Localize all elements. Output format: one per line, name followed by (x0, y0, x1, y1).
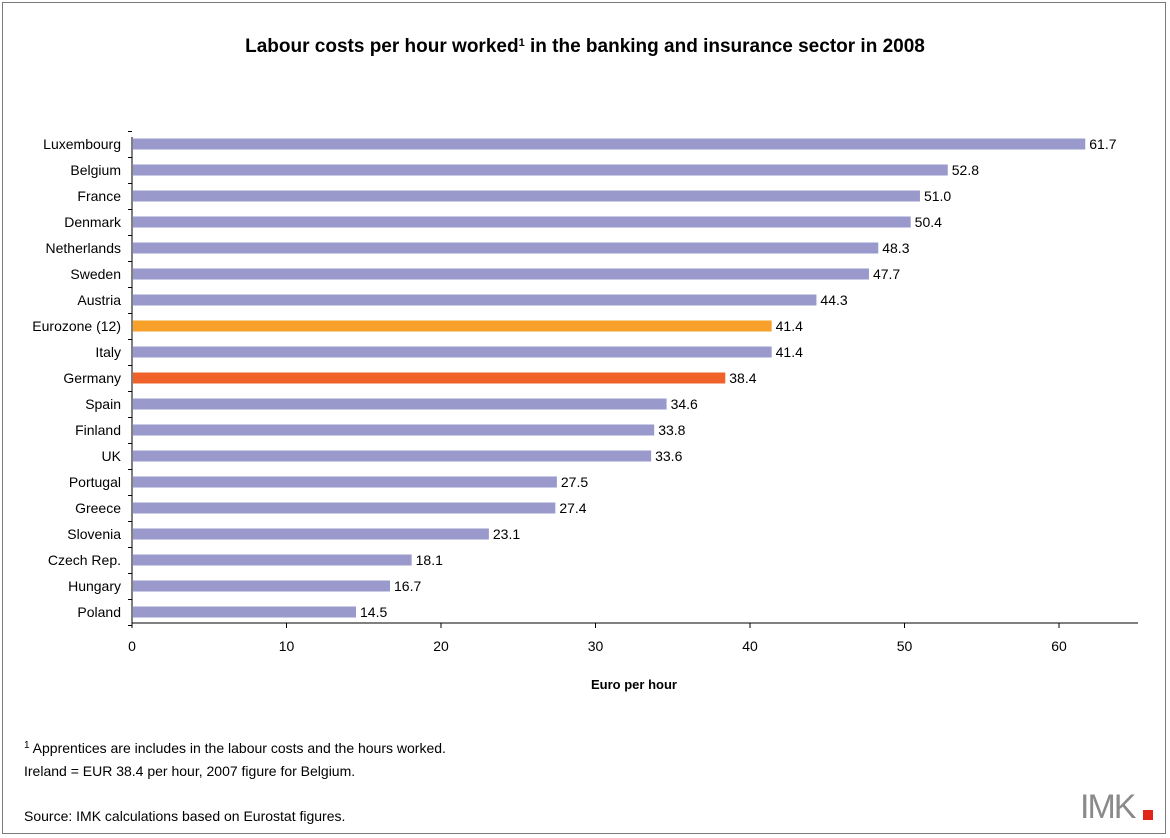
value-label: 41.4 (776, 344, 803, 360)
bar (133, 502, 556, 514)
x-tick-labels: 0 10 20 30 40 50 60 (128, 638, 1067, 654)
bar (133, 372, 726, 384)
bar (133, 606, 357, 618)
bar (133, 268, 869, 280)
category-label: Netherlands (46, 240, 122, 256)
value-label: 61.7 (1089, 136, 1116, 152)
value-label: 16.7 (394, 578, 421, 594)
footnote-1: 1 Apprentices are includes in the labour… (24, 740, 446, 756)
chart-title: Labour costs per hour worked1 in the ban… (0, 36, 1170, 58)
value-label: 38.4 (729, 370, 756, 386)
bar (133, 190, 920, 202)
bar (133, 580, 391, 592)
category-label: Austria (77, 292, 121, 308)
x-tick-label: 20 (433, 638, 449, 654)
category-label: Germany (63, 370, 121, 386)
bar (133, 216, 911, 228)
bar (133, 320, 772, 332)
bar (133, 164, 948, 176)
bar (133, 450, 652, 462)
imk-logo-accent (1143, 810, 1153, 820)
category-label: Eurozone (12) (32, 318, 121, 334)
category-label: Spain (85, 396, 121, 412)
value-labels: 61.7 52.851.0 50.4 48.3 47.7 44.3 41.4 41.4 38.4… (360, 136, 1117, 620)
category-label: Portugal (69, 474, 121, 490)
bar (133, 242, 879, 254)
x-tick-label: 50 (897, 638, 913, 654)
category-label: Belgium (70, 162, 121, 178)
value-label: 33.8 (658, 422, 685, 438)
chart-title-main: Labour costs per hour worked (245, 36, 519, 57)
bar (133, 476, 557, 488)
x-tick-label: 40 (742, 638, 758, 654)
x-tick-label: 30 (588, 638, 604, 654)
category-labels: Luxembourg Belgium France Denmark Netherland… (32, 136, 122, 620)
value-label: 34.6 (671, 396, 698, 412)
x-tick-label: 10 (279, 638, 295, 654)
x-tick-label: 60 (1051, 638, 1067, 654)
value-label: 48.3 (882, 240, 909, 256)
bar (133, 554, 412, 566)
x-axis-label: Euro per hour (591, 677, 677, 692)
value-label: 33.6 (655, 448, 682, 464)
bars (133, 138, 1086, 618)
value-label: 50.4 (915, 214, 942, 230)
x-tick-label: 0 (128, 638, 136, 654)
value-label: 44.3 (820, 292, 847, 308)
category-label: Hungary (68, 578, 121, 594)
footnote-mark: 1 (24, 740, 30, 751)
category-label: Italy (95, 344, 121, 360)
category-label: Slovenia (67, 526, 121, 542)
value-label: 41.4 (776, 318, 803, 334)
category-label: UK (102, 448, 122, 464)
category-label: France (77, 188, 121, 204)
category-label: Sweden (70, 266, 121, 282)
category-label: Poland (77, 604, 121, 620)
value-label: 18.1 (416, 552, 443, 568)
value-label: 47.7 (873, 266, 900, 282)
source-note: Source: IMK calculations based on Eurost… (24, 808, 346, 824)
imk-logo: IMK (1080, 788, 1153, 822)
category-label: Luxembourg (43, 136, 121, 152)
chart-title-rest: in the banking and insurance sector in 2… (524, 36, 925, 57)
value-label: 52.8 (952, 162, 979, 178)
category-label: Finland (75, 422, 121, 438)
bar (133, 424, 655, 436)
value-label: 27.4 (559, 500, 586, 516)
value-label: 27.5 (561, 474, 588, 490)
bar (133, 294, 817, 306)
bar (133, 528, 489, 540)
value-label: 51.0 (924, 188, 951, 204)
footnote-text: Apprentices are includes in the labour c… (29, 740, 446, 756)
chart-title-footnote-mark: 1 (518, 37, 525, 49)
axes (128, 131, 1138, 628)
bar (133, 138, 1086, 150)
footnote-2: Ireland = EUR 38.4 per hour, 2007 figure… (24, 763, 356, 779)
category-label: Denmark (64, 214, 122, 230)
category-label: Czech Rep. (48, 552, 121, 568)
bar (133, 398, 667, 410)
category-label: Greece (75, 500, 121, 516)
value-label: 14.5 (360, 604, 387, 620)
imk-logo-text: IMK (1080, 788, 1137, 822)
bar (133, 346, 772, 358)
value-label: 23.1 (493, 526, 520, 542)
